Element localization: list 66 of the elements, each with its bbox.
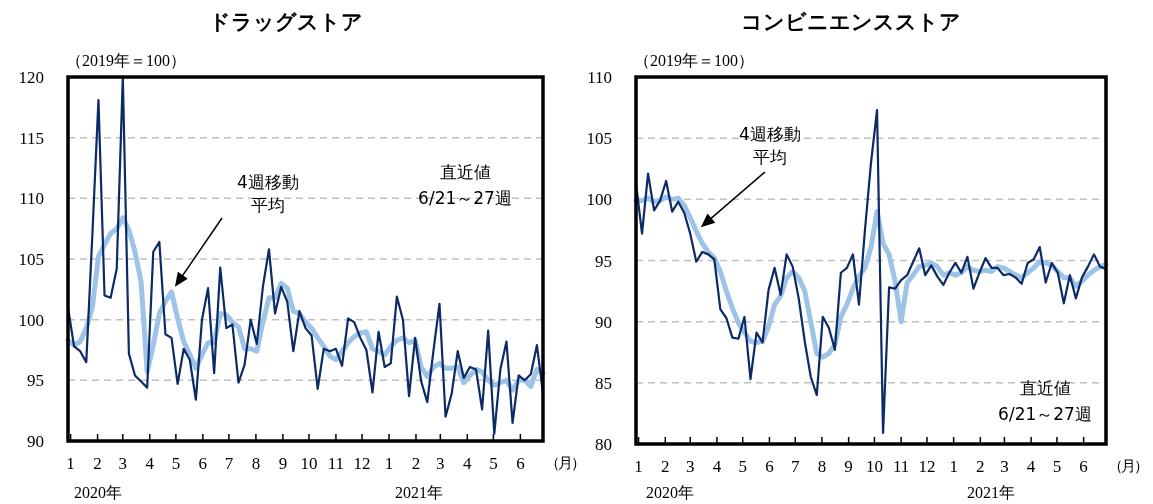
annotation: 直近値 <box>439 160 491 184</box>
text: 4週移動平均 <box>236 171 300 217</box>
x-tick-label: 4 <box>463 454 473 473</box>
x-tick-label: 1 <box>949 457 958 476</box>
text: 2021年 <box>967 483 1015 504</box>
x-tick-label: 10 <box>865 457 883 476</box>
annotation: 6/21～27週 <box>418 186 512 210</box>
text: 2020年 <box>646 483 694 504</box>
y-tick-label: 105 <box>18 250 44 269</box>
y-tick-label: 110 <box>587 68 612 87</box>
chart-title: ドラッグストア <box>208 8 363 36</box>
annotation: 直近値 <box>1019 376 1071 400</box>
x-tick-label: 9 <box>844 457 853 476</box>
x-tick-label: 1 <box>384 454 394 473</box>
x-tick-label: 6 <box>198 454 208 473</box>
x-tick-label: 12 <box>353 454 371 473</box>
x-tick-label: 6 <box>516 454 525 473</box>
x-tick-label: 4 <box>145 454 155 473</box>
y-tick-label: 120 <box>18 68 44 87</box>
y-tick-label: 95 <box>595 251 612 271</box>
x-tick-label: 3 <box>1000 457 1009 476</box>
y-tick-label: 100 <box>18 310 44 330</box>
y-axis-title: （2019年＝100） <box>634 51 754 72</box>
x-tick-label: 5 <box>738 457 747 476</box>
x-tick-label: 2 <box>411 454 421 473</box>
x-tick-label: 11 <box>892 457 910 476</box>
y-tick-label: 115 <box>19 128 44 148</box>
y-tick-label: 85 <box>595 373 612 393</box>
x-tick-label: 2 <box>661 457 670 476</box>
x-tick-label: 9 <box>278 454 288 473</box>
x-tick-label: 5 <box>1052 457 1062 476</box>
x-tick-label: 1 <box>66 454 75 473</box>
x-tick-label: 2 <box>93 454 102 473</box>
x-tick-label: 12 <box>918 457 936 476</box>
x-axis-title: （月） <box>1108 456 1147 476</box>
x-tick-label: 5 <box>171 454 181 473</box>
annotation: 6/21～27週 <box>998 402 1092 426</box>
x-tick-label: 4 <box>1026 457 1036 476</box>
x-tick-label: 10 <box>300 454 318 473</box>
x-tick-label: 7 <box>791 457 800 476</box>
text: 2021年 <box>395 483 443 504</box>
x-tick-label: 8 <box>817 457 827 476</box>
x-tick-label: 3 <box>685 457 695 476</box>
chart-title: コンビニエンスストア <box>741 8 961 36</box>
x-tick-label: 2 <box>976 457 985 476</box>
x-tick-label: 1 <box>634 457 643 476</box>
y-tick-label: 110 <box>19 189 44 209</box>
x-axis-title: （月） <box>545 453 584 473</box>
y-tick-label: 90 <box>595 312 612 332</box>
x-tick-label: 4 <box>712 457 722 476</box>
y-axis-title: （2019年＝100） <box>66 51 186 72</box>
x-tick-label: 6 <box>765 457 774 476</box>
y-tick-label: 100 <box>586 190 612 210</box>
y-tick-label: 95 <box>27 371 44 391</box>
y-tick-label: 80 <box>595 435 612 454</box>
x-tick-label: 5 <box>489 454 498 473</box>
x-tick-label: 6 <box>1079 457 1088 476</box>
x-tick-label: 8 <box>251 454 261 473</box>
x-tick-label: 3 <box>436 454 445 473</box>
x-tick-label: 7 <box>224 454 234 473</box>
text: 2020年 <box>74 483 122 504</box>
text: 4週移動平均 <box>738 123 802 169</box>
x-tick-label: 11 <box>327 454 345 473</box>
y-tick-label: 90 <box>27 432 44 451</box>
x-tick-label: 3 <box>118 454 128 473</box>
y-tick-label: 105 <box>586 129 612 149</box>
